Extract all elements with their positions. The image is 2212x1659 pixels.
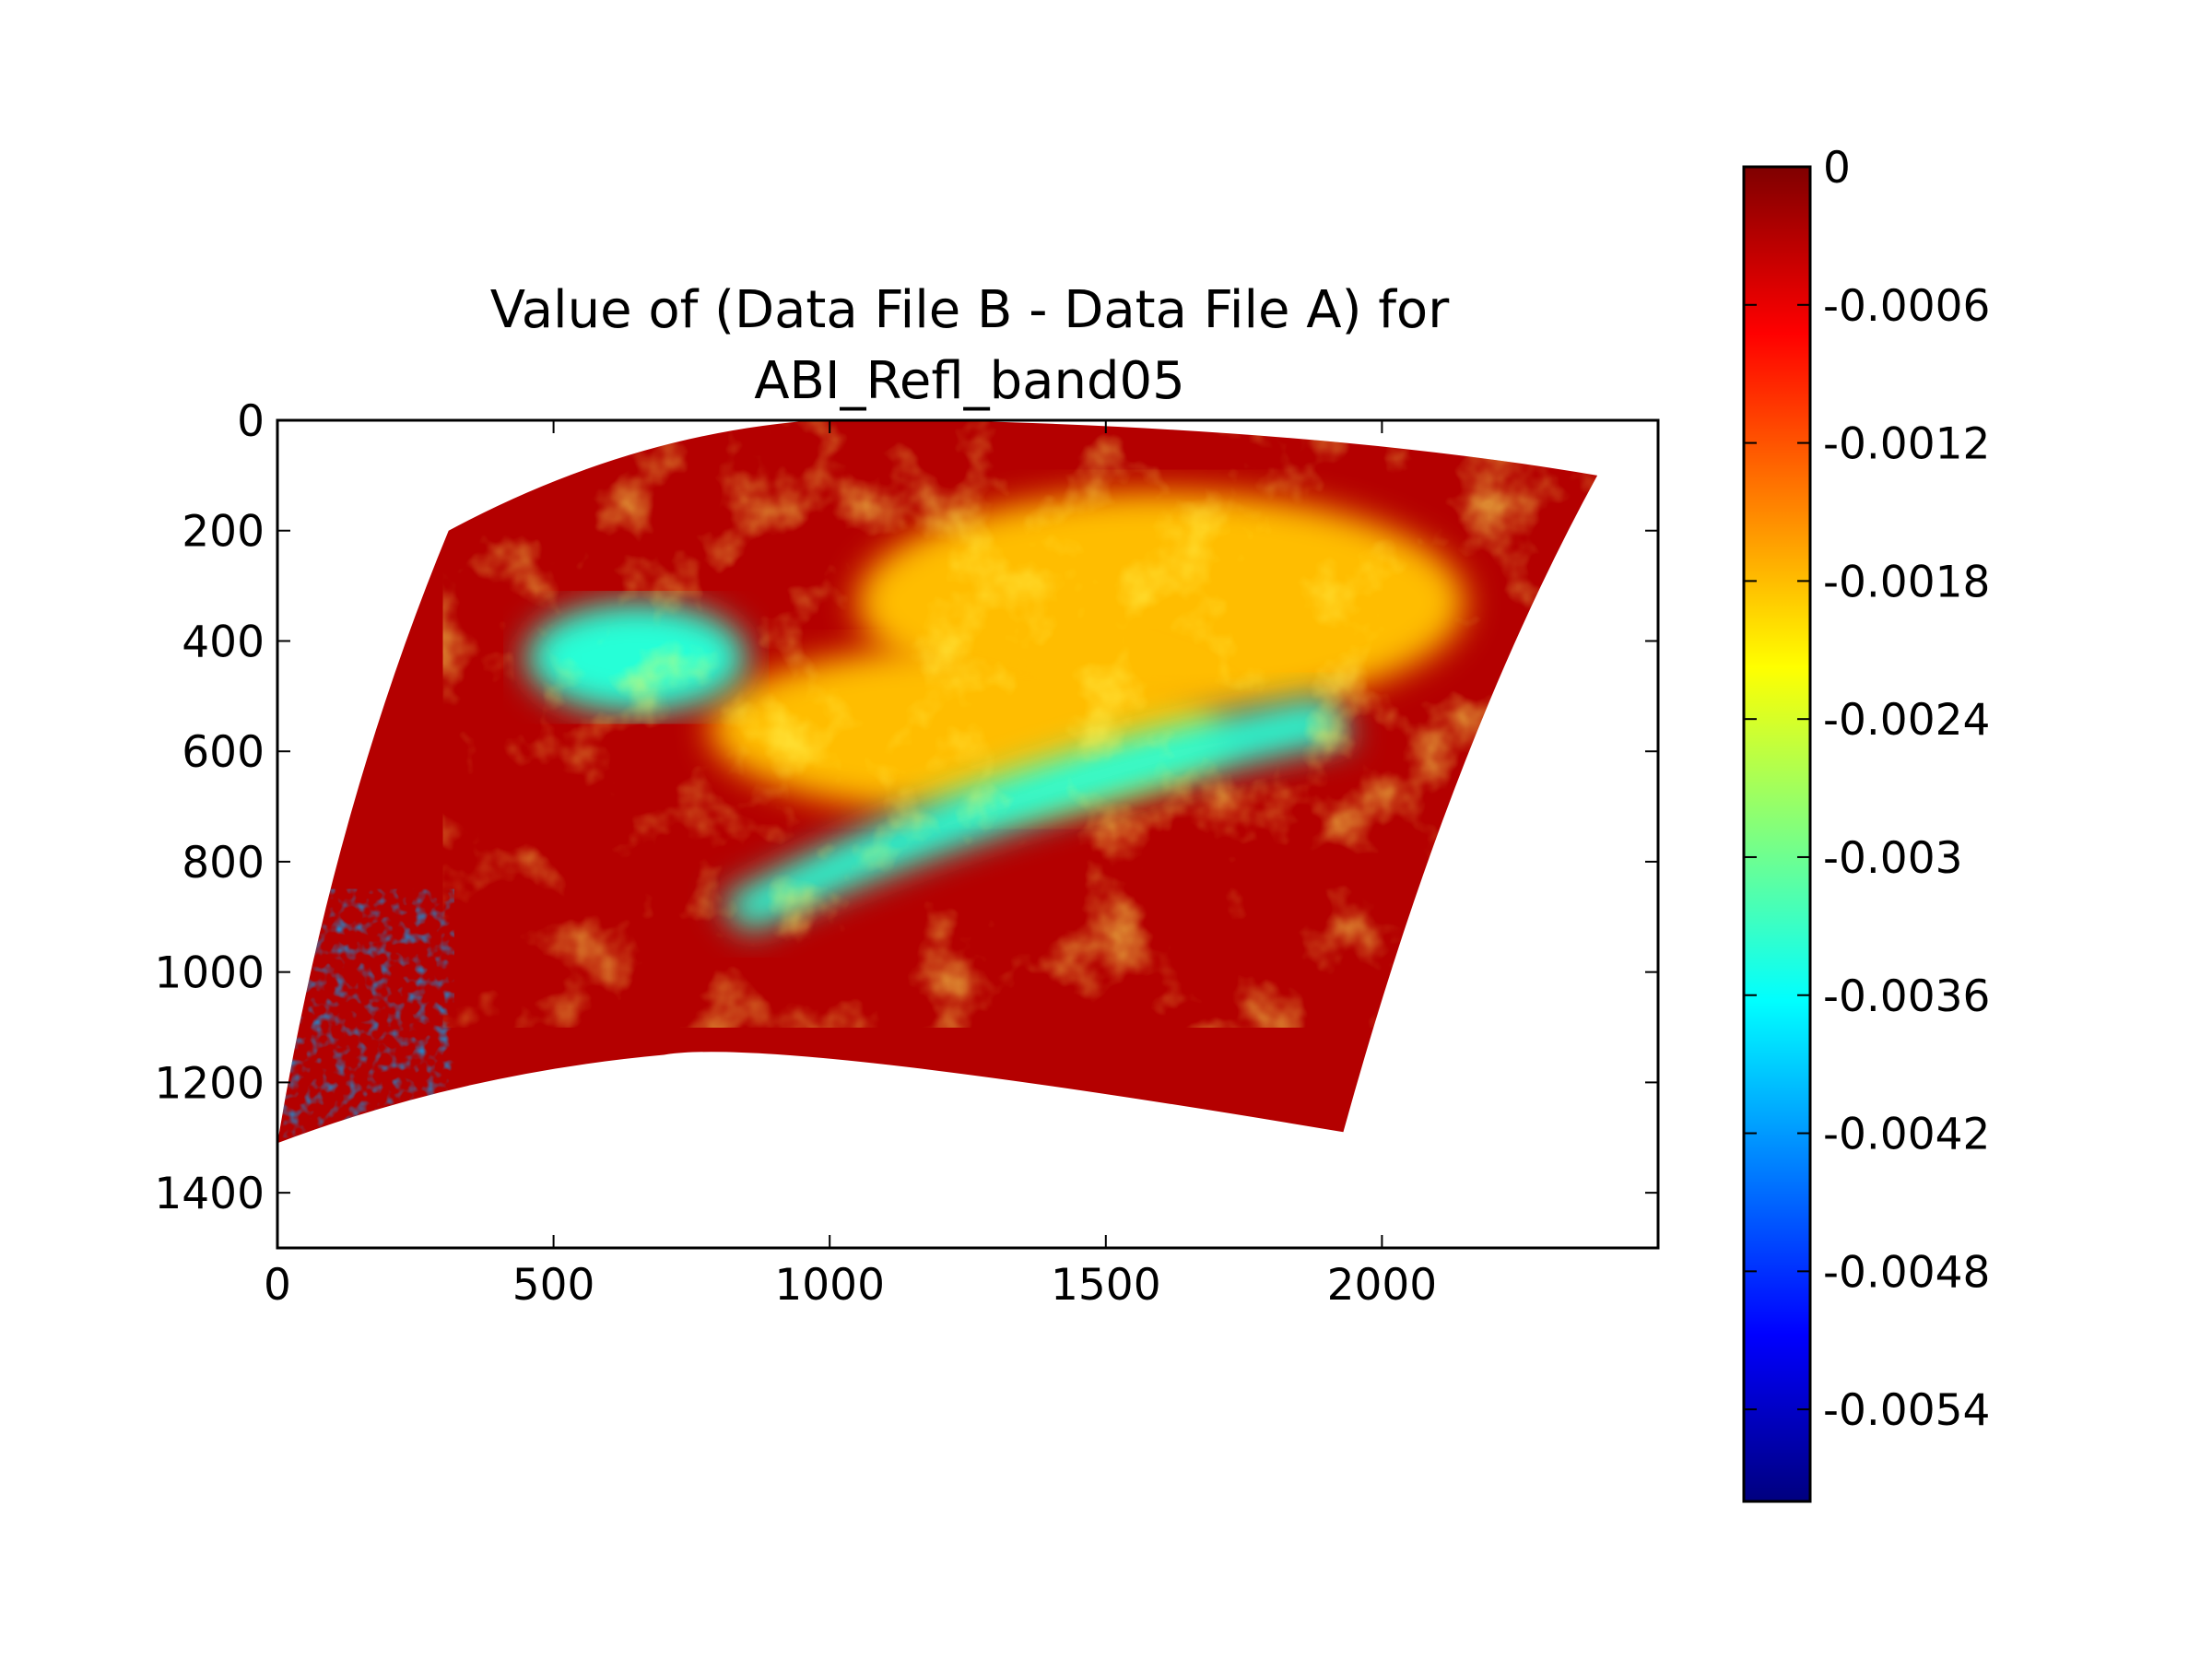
x-tick-label: 0 (264, 1260, 291, 1311)
colorbar-tick-label: -0.0012 (1823, 419, 1990, 470)
chart-title-line-1: Value of (Data File B - Data File A) for (490, 280, 1450, 340)
colorbar-tick-label: 0 (1823, 143, 1851, 194)
colorbar-gradient (1742, 165, 1812, 1503)
plot-frame (276, 418, 1660, 1250)
x-tick-label: 1000 (774, 1260, 885, 1311)
plot-area: 0 500 1000 1500 2000 0 200 400 600 800 1000 1200 14… (154, 396, 1660, 1311)
heatmap-image (277, 420, 1598, 1144)
colorbar-ticks: 0 -0.0006 -0.0012 -0.0018 -0.0024 -0.003 -0.00… (1744, 143, 1990, 1436)
y-tick-label: 800 (182, 838, 265, 888)
colorbar-tick-label: -0.0048 (1823, 1247, 1990, 1298)
colorbar-tick-label: -0.0018 (1823, 557, 1990, 607)
y-tick-label: 1400 (154, 1169, 265, 1219)
y-tick-label: 600 (182, 727, 265, 778)
x-tick-label: 1500 (1051, 1260, 1161, 1311)
y-axis: 0 200 400 600 800 1000 1200 1400 (154, 396, 1658, 1219)
x-tick-label: 500 (512, 1260, 595, 1311)
colorbar-tick-label: -0.003 (1823, 833, 1963, 884)
y-tick-label: 200 (182, 507, 265, 558)
colorbar-tick-label: -0.0006 (1823, 281, 1990, 332)
chart-title-line-2: ABI_Refl_band05 (754, 351, 1185, 411)
cloud-texture (442, 420, 1598, 1028)
colorbar-tick-label: -0.0024 (1823, 695, 1990, 746)
y-tick-label: 1200 (154, 1058, 265, 1109)
x-axis: 0 500 1000 1500 2000 (264, 420, 1437, 1311)
y-tick-label: 0 (237, 396, 265, 447)
y-tick-label: 400 (182, 617, 265, 667)
y-tick-label: 1000 (154, 948, 265, 999)
x-tick-label: 2000 (1327, 1260, 1438, 1311)
colorbar-tick-label: -0.0054 (1823, 1385, 1990, 1436)
colorbar-tick-label: -0.0042 (1823, 1110, 1990, 1160)
colorbar: 0 -0.0006 -0.0012 -0.0018 -0.0024 -0.003 -0.00… (1742, 143, 1990, 1503)
colorbar-tick-label: -0.0036 (1823, 971, 1990, 1022)
